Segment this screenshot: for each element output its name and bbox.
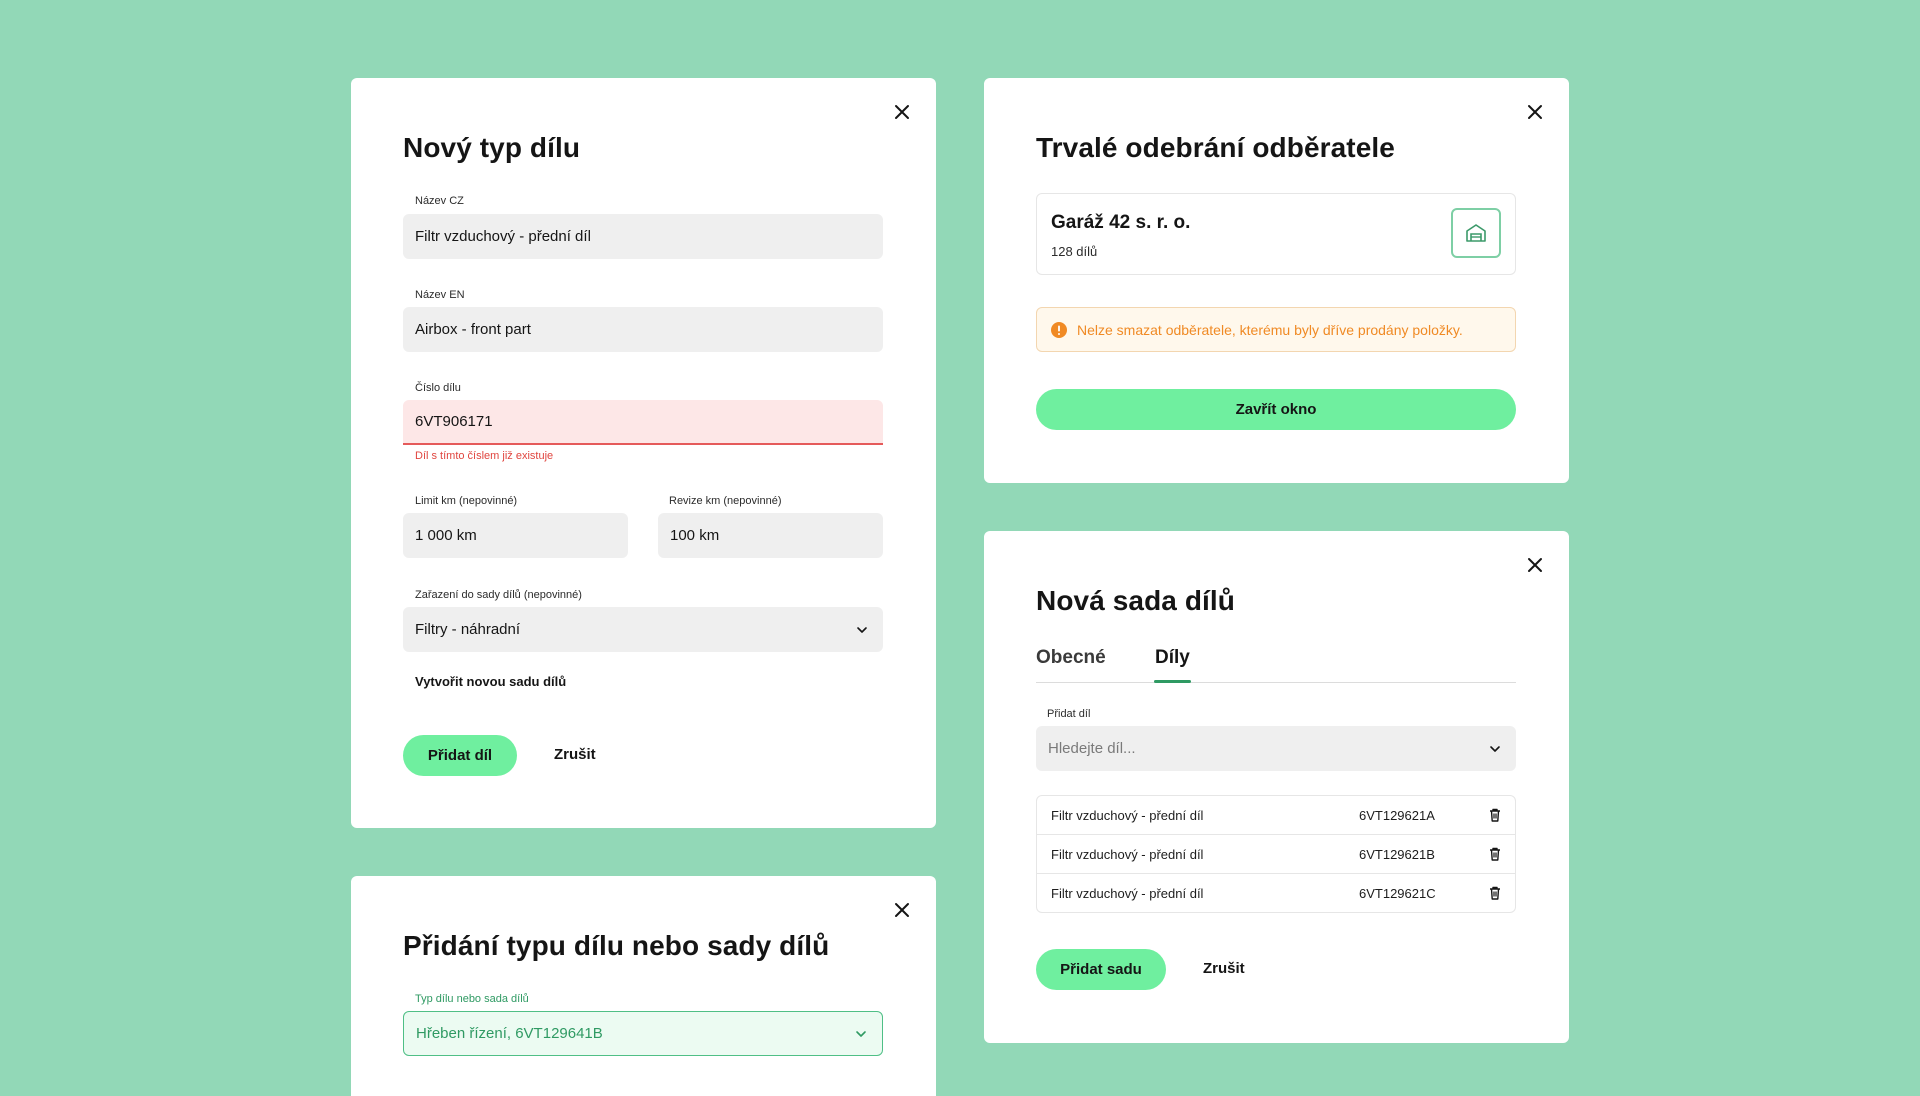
chevron-down-icon [857,626,867,633]
list-item: Filtr vzduchový - přední díl 6VT129621C [1037,874,1515,912]
warning-banner: Nelze smazat odběratele, kterému byly dř… [1036,307,1516,352]
revision-km-input[interactable] [658,513,883,558]
warning-text: Nelze smazat odběratele, kterému byly dř… [1077,321,1463,338]
close-window-button[interactable]: Zavřít okno [1036,389,1516,430]
list-item: Filtr vzduchový - přední díl 6VT129621B [1037,835,1515,874]
new-set-dialog: Nová sada dílů Obecné Díly Přidat díl Hl… [984,531,1569,1043]
trash-icon[interactable] [1487,807,1503,823]
dialog-title: Trvalé odebrání odběratele [1036,132,1395,163]
set-assign-value: Filtry - náhradní [415,621,521,638]
parts-list: Filtr vzduchový - přední díl 6VT129621A … [1036,795,1516,913]
limit-km-label: Limit km (nepovinné) [415,495,518,507]
add-part-label: Přidat díl [1047,708,1091,720]
name-en-input[interactable] [403,307,883,352]
close-icon[interactable] [1523,553,1547,577]
part-name: Filtr vzduchový - přední díl [1051,807,1204,823]
type-or-set-select[interactable]: Hřeben řízení, 6VT129641B [403,1011,883,1056]
customer-name: Garáž 42 s. r. o. [1051,212,1191,233]
warning-icon [1051,321,1067,338]
new-part-type-dialog: Nový typ dílu Název CZ Název EN Číslo dí… [351,78,936,828]
set-assign-label: Zařazení do sady dílů (nepovinné) [415,589,582,601]
type-or-set-label: Typ dílu nebo sada dílů [415,993,529,1005]
tab-parts[interactable]: Díly [1155,647,1190,668]
name-cz-input[interactable] [403,214,883,259]
add-part-button[interactable]: Přidat díl [403,735,517,776]
part-number-input[interactable] [403,400,883,445]
part-search-select[interactable]: Hledejte díl... [1036,726,1516,771]
revision-km-label: Revize km (nepovinné) [669,495,782,507]
name-en-label: Název EN [415,289,465,301]
add-type-or-set-dialog: Přidání typu dílu nebo sady dílů Typ díl… [351,876,936,1096]
trash-icon[interactable] [1487,885,1503,901]
customer-card: Garáž 42 s. r. o. 128 dílů [1036,193,1516,275]
cancel-button[interactable]: Zrušit [1203,960,1245,977]
list-item: Filtr vzduchový - přední díl 6VT129621A [1037,796,1515,835]
close-icon[interactable] [890,100,914,124]
type-or-set-value: Hřeben řízení, 6VT129641B [416,1025,603,1042]
part-number-error: Díl s tímto číslem již existuje [415,450,554,462]
dialog-title: Nový typ dílu [403,132,581,163]
create-set-link[interactable]: Vytvořit novou sadu dílů [415,674,567,689]
dialog-title: Přidání typu dílu nebo sady dílů [403,930,830,961]
set-assign-select[interactable]: Filtry - náhradní [403,607,883,652]
active-tab-indicator [1154,680,1191,683]
garage-icon [1451,208,1501,258]
cancel-button[interactable]: Zrušit [554,746,596,763]
close-icon[interactable] [1523,100,1547,124]
part-name: Filtr vzduchový - přední díl [1051,885,1204,901]
trash-icon[interactable] [1487,846,1503,862]
part-code: 6VT129621A [1359,807,1435,823]
customer-parts-count: 128 dílů [1051,244,1098,259]
part-search-placeholder: Hledejte díl... [1048,740,1136,757]
add-set-button[interactable]: Přidat sadu [1036,949,1166,990]
part-code: 6VT129621B [1359,846,1435,862]
limit-km-input[interactable] [403,513,628,558]
part-name: Filtr vzduchový - přední díl [1051,846,1204,862]
chevron-down-icon [1490,745,1500,752]
name-cz-label: Název CZ [415,195,464,207]
tabs-divider [1036,682,1516,683]
chevron-down-icon [856,1030,866,1037]
part-number-label: Číslo dílu [415,382,461,394]
part-code: 6VT129621C [1359,885,1436,901]
dialog-title: Nová sada dílů [1036,585,1236,616]
tab-general[interactable]: Obecné [1036,647,1106,668]
remove-customer-dialog: Trvalé odebrání odběratele Garáž 42 s. r… [984,78,1569,483]
close-icon[interactable] [890,898,914,922]
